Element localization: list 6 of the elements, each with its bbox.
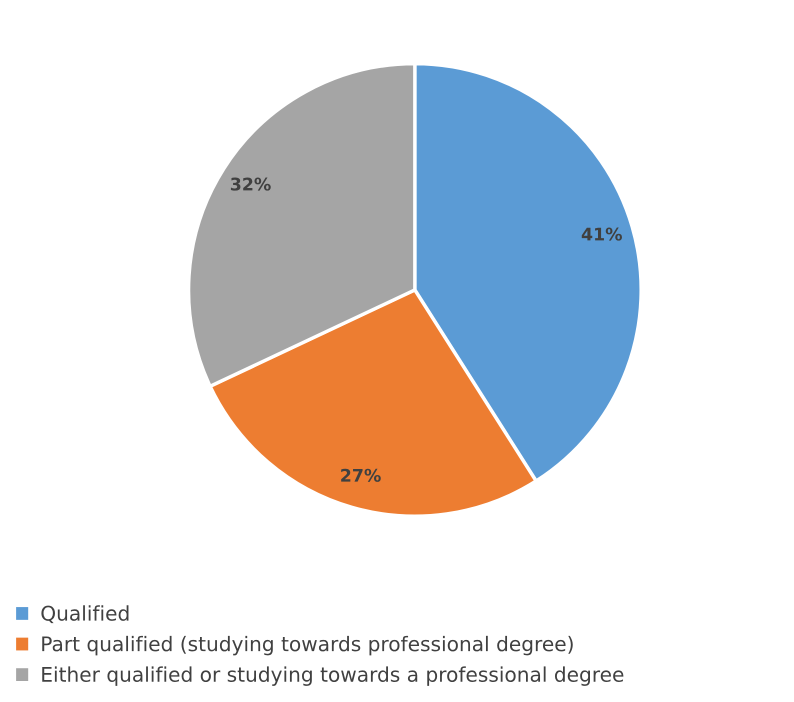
data-label: 27% <box>341 468 381 482</box>
legend-label: Qualified <box>41 605 128 624</box>
data-label: 41% <box>582 228 622 241</box>
data-label: 32% <box>230 178 271 191</box>
legend-label: Either qualified or studying towards a professional degree <box>42 666 624 686</box>
legend-label: Part qualified (studying towards professional degree) <box>42 636 573 656</box>
